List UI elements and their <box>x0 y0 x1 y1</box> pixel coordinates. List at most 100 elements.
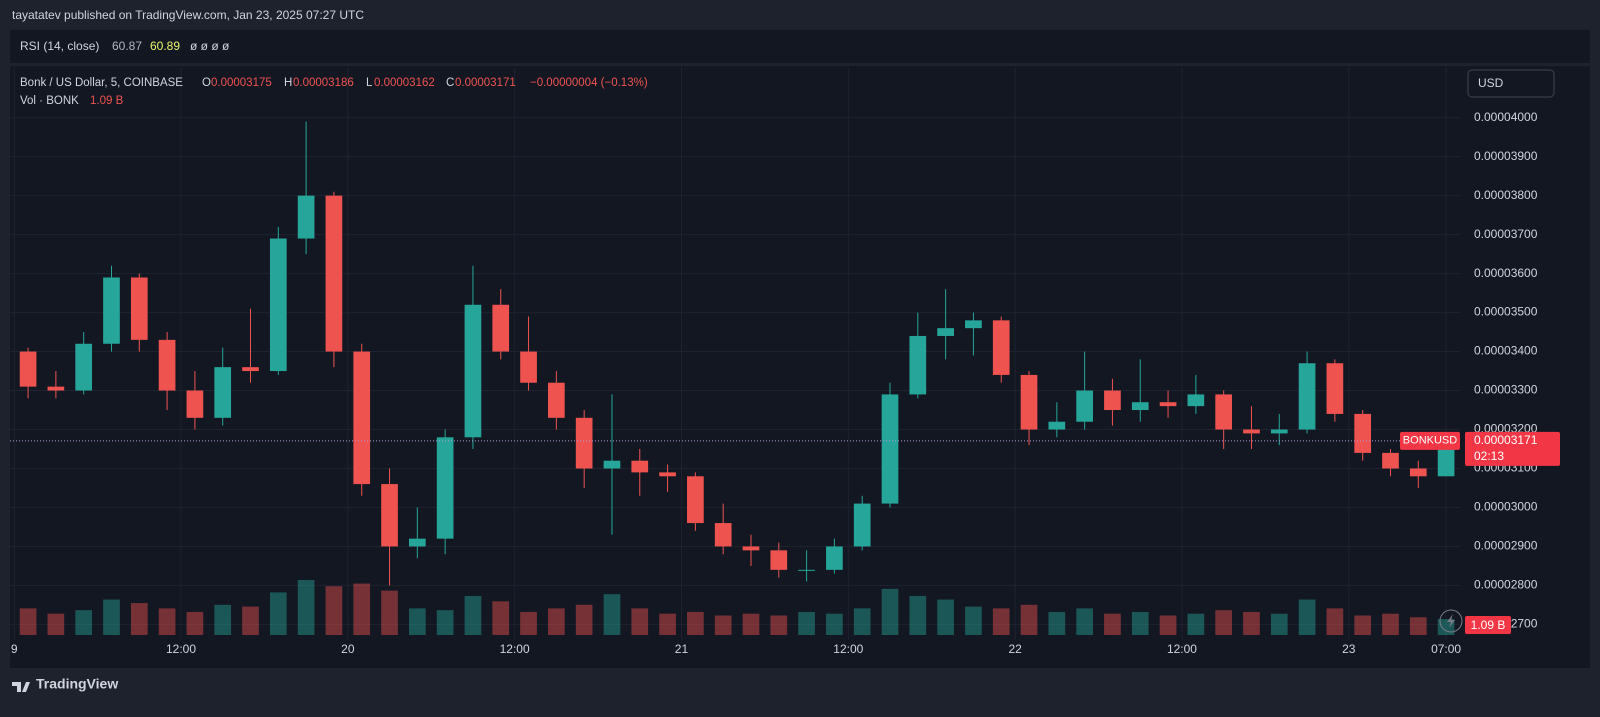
y-tick-label: 0.00003400 <box>1474 344 1538 358</box>
rsi-value: 60.89 <box>150 39 180 53</box>
volume-bar <box>603 594 621 635</box>
y-tick-label: 0.00003900 <box>1474 149 1538 163</box>
volume-bar <box>353 583 371 635</box>
candle-body <box>19 351 37 387</box>
volume-bar <box>1159 615 1177 635</box>
candle-body <box>770 550 788 570</box>
volume-bar <box>214 604 232 635</box>
candle-body <box>1076 390 1093 422</box>
y-tick-label: 0.00002800 <box>1474 578 1538 592</box>
candle-body <box>1187 394 1205 407</box>
ohlc-value: 0.00003175 <box>211 77 272 89</box>
x-tick-label: 12:00 <box>833 642 863 656</box>
publisher: tayatatev published on TradingView.com, … <box>12 8 364 22</box>
candle-body <box>965 320 982 329</box>
candle-body <box>242 367 259 372</box>
volume-bar <box>186 611 204 635</box>
x-tick-label: 12:00 <box>166 642 196 656</box>
volume-bar <box>1270 613 1288 635</box>
ohlc-label: L <box>366 77 373 89</box>
candle-body <box>492 304 510 352</box>
vol-value: 1.09 B <box>90 95 124 107</box>
volume-bar <box>1187 613 1205 635</box>
candle-body <box>130 277 148 340</box>
volume-bar <box>548 608 565 635</box>
candle-body <box>297 195 315 239</box>
x-tick-label: 9 <box>11 642 18 656</box>
volume-bar <box>130 603 148 635</box>
candle-body <box>1382 452 1399 469</box>
ohlc-label: C <box>446 77 454 89</box>
candle-body <box>353 351 371 485</box>
candle-body <box>881 394 899 504</box>
currency-label: USD <box>1478 76 1504 90</box>
candle-body <box>687 476 704 524</box>
volume-bar <box>909 595 927 635</box>
volume-bar <box>297 580 315 635</box>
volume-bar <box>992 608 1010 635</box>
change: −0.00000004 (−0.13%) <box>530 77 648 89</box>
candle-body <box>520 351 537 383</box>
volume-bar <box>881 588 899 635</box>
candle-body <box>1215 394 1233 430</box>
volume-bar <box>937 599 954 635</box>
candle-body <box>937 328 954 336</box>
ohlc-label: H <box>284 77 292 89</box>
symbol: Bonk / US Dollar, 5, COINBASE <box>20 77 183 89</box>
candle-body <box>103 277 120 344</box>
volume-bar <box>1076 608 1093 635</box>
volume-bar <box>1326 608 1344 635</box>
volume-bar <box>1298 599 1316 635</box>
candle-body <box>158 339 176 391</box>
volume-bar <box>1048 611 1066 635</box>
volume-bar <box>75 610 93 635</box>
volume-bar <box>381 590 398 635</box>
volume-bar <box>242 606 259 635</box>
y-tick-label: 0.00003500 <box>1474 305 1538 319</box>
volume-bar <box>798 611 815 635</box>
y-tick-label: 0.00003700 <box>1474 227 1538 241</box>
candle-body <box>1131 402 1149 411</box>
x-tick-label: 22 <box>1008 642 1022 656</box>
volume-bar <box>1382 613 1399 635</box>
candle-body <box>381 484 398 547</box>
candle-body <box>992 320 1010 375</box>
candle-body <box>75 343 93 391</box>
candle-body <box>909 335 927 395</box>
candle-body <box>436 437 454 539</box>
y-tick-label: 0.00002900 <box>1474 539 1538 553</box>
countdown: 02:13 <box>1474 449 1504 463</box>
volume-bar <box>1104 613 1121 635</box>
volume-bar <box>19 608 37 635</box>
x-tick-label: 12:00 <box>1167 642 1197 656</box>
volume-bar <box>575 604 593 635</box>
x-tick-label: 07:00 <box>1431 642 1461 656</box>
volume-bar <box>1437 619 1455 635</box>
y-tick-label: 0.00004000 <box>1474 110 1538 124</box>
volume-bar <box>269 592 287 635</box>
volume-bar <box>408 608 426 635</box>
rsi-value: 60.87 <box>112 39 142 53</box>
vol-label: Vol · BONK <box>20 95 79 107</box>
candle-body <box>186 390 204 418</box>
candle-body <box>1270 429 1288 434</box>
candle-body <box>47 386 65 391</box>
candle-body <box>1243 429 1260 434</box>
volume-bar <box>325 586 343 635</box>
candle-body <box>1104 390 1121 411</box>
volume-bar <box>1409 617 1427 635</box>
volume-tag-text: 1.09 B <box>1471 618 1506 632</box>
y-tick-label: 0.00003600 <box>1474 266 1538 280</box>
currency-button[interactable] <box>1467 69 1555 98</box>
volume-bar <box>1354 615 1372 635</box>
volume-bar <box>826 613 843 635</box>
lightning-button[interactable] <box>1439 609 1463 633</box>
volume-bar <box>631 608 649 635</box>
candle-body <box>1326 363 1344 414</box>
candle-body <box>714 523 732 547</box>
x-tick-label: 23 <box>1342 642 1356 656</box>
lightning-icon <box>1447 614 1455 628</box>
candle-body <box>742 546 760 551</box>
